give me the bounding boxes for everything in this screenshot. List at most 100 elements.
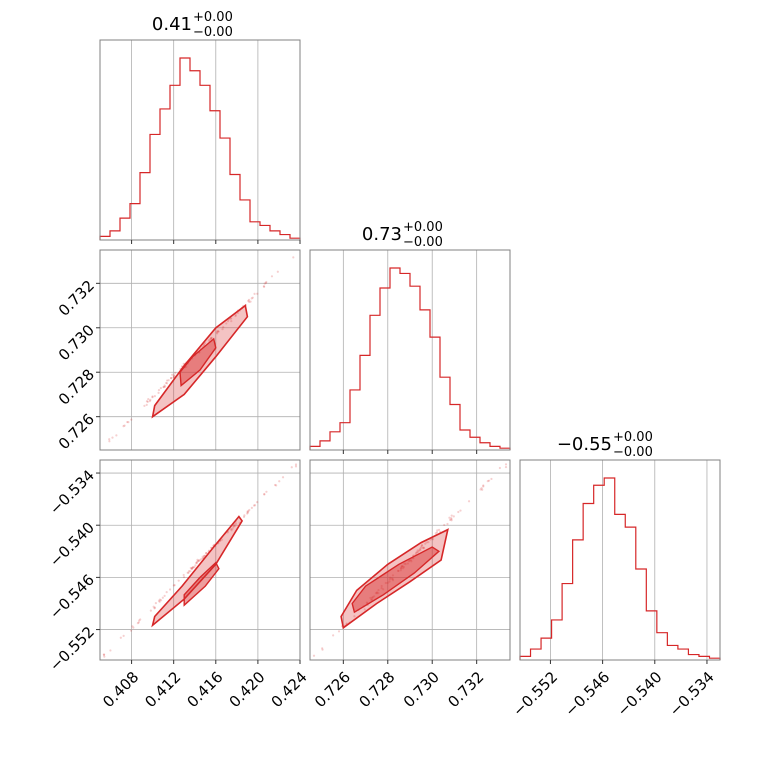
sample-point <box>102 653 106 656</box>
sample-point <box>377 591 380 595</box>
sample-point <box>388 580 391 583</box>
sample-point <box>247 298 251 301</box>
sample-point <box>373 595 376 598</box>
panel-title-sub-1: −0.00 <box>403 235 443 250</box>
sample-point <box>193 566 196 569</box>
sample-point <box>230 320 233 323</box>
sample-point <box>246 511 249 514</box>
sample-point <box>165 590 168 594</box>
y-tick-label: −0.534 <box>46 466 98 518</box>
sample-point <box>209 337 212 340</box>
sample-point <box>158 598 162 601</box>
sample-point <box>265 280 268 284</box>
sample-point <box>276 270 279 273</box>
sample-point <box>250 297 253 300</box>
sample-point <box>145 400 149 403</box>
sample-point <box>123 424 126 427</box>
sample-point <box>369 596 372 600</box>
sample-point <box>410 560 413 563</box>
pair-content <box>102 463 298 658</box>
sample-point <box>109 649 112 652</box>
x-tick-label: 0.732 <box>444 668 487 711</box>
sample-point <box>450 518 453 521</box>
contour-outer <box>340 528 449 630</box>
sample-point <box>103 655 106 658</box>
contour-inner <box>183 561 220 607</box>
histogram-step-0 <box>99 57 301 240</box>
y-tick-label: −0.540 <box>46 518 98 570</box>
sample-point <box>146 400 149 404</box>
sample-point <box>399 569 402 572</box>
sample-point <box>207 339 211 342</box>
panel-frame <box>309 249 511 451</box>
panel-title-sub-2: −0.00 <box>613 445 653 460</box>
sample-point <box>399 566 402 570</box>
hist-panel-2: −0.55 +0.00−0.00 <box>519 430 721 664</box>
sample-point <box>263 282 266 285</box>
sample-point <box>482 485 485 488</box>
sample-point <box>290 466 293 469</box>
sample-point <box>450 519 453 522</box>
panel-frame <box>99 249 301 451</box>
sample-point <box>332 634 335 637</box>
x-tick-label: −0.552 <box>509 668 561 720</box>
sample-point <box>248 508 251 512</box>
sample-point <box>187 570 191 573</box>
sample-point <box>404 563 407 566</box>
sample-point <box>448 516 451 519</box>
panel-background <box>520 460 720 660</box>
sample-point <box>170 376 173 380</box>
sample-point <box>388 578 391 581</box>
pair-panel-1-2 <box>309 459 511 664</box>
sample-point <box>265 490 268 493</box>
y-tick-label: 0.726 <box>55 410 98 453</box>
sample-point <box>138 619 141 622</box>
y-tick-label: 0.728 <box>55 366 98 409</box>
sample-point <box>122 634 125 638</box>
sample-point <box>371 596 374 599</box>
sample-point <box>139 618 142 621</box>
x-tick-label: −0.546 <box>561 668 613 720</box>
sample-point <box>151 396 154 399</box>
sample-point <box>137 621 140 624</box>
sample-point <box>480 487 483 490</box>
y-tick-label: 0.732 <box>55 277 98 320</box>
sample-point <box>127 421 130 424</box>
sample-point <box>233 523 236 526</box>
sample-point <box>194 564 197 567</box>
sample-point <box>375 592 379 595</box>
sample-point <box>450 514 453 517</box>
sample-point <box>246 512 249 515</box>
sample-point <box>437 528 441 531</box>
contour-outer <box>151 304 249 419</box>
sample-point <box>422 547 426 550</box>
sample-point <box>197 559 200 562</box>
sample-point <box>230 529 233 532</box>
x-tick-label: −0.540 <box>614 668 666 720</box>
sample-point <box>436 529 439 532</box>
sample-point <box>191 566 194 570</box>
sample-point <box>147 398 150 401</box>
sample-point <box>256 292 259 295</box>
sample-point <box>157 391 160 395</box>
sample-point <box>177 579 180 582</box>
sample-point <box>435 531 439 534</box>
sample-point <box>407 559 411 563</box>
sample-point <box>406 562 410 565</box>
sample-point <box>253 504 257 507</box>
panel-title-sup-1: +0.00 <box>403 220 443 235</box>
y-tick-label: −0.546 <box>46 571 98 623</box>
sample-point <box>363 608 366 611</box>
hist-panel-0: 0.41 +0.00−0.00 <box>99 10 301 244</box>
histogram-step-2 <box>519 477 721 660</box>
sample-point <box>163 594 166 597</box>
sample-point <box>173 375 176 378</box>
sample-point <box>233 524 237 528</box>
sample-point <box>403 562 406 565</box>
y-tick-label: 0.730 <box>55 321 98 364</box>
sample-point <box>153 606 157 609</box>
sample-point <box>234 314 237 318</box>
sample-point <box>210 336 213 339</box>
panel-frame <box>309 459 511 661</box>
